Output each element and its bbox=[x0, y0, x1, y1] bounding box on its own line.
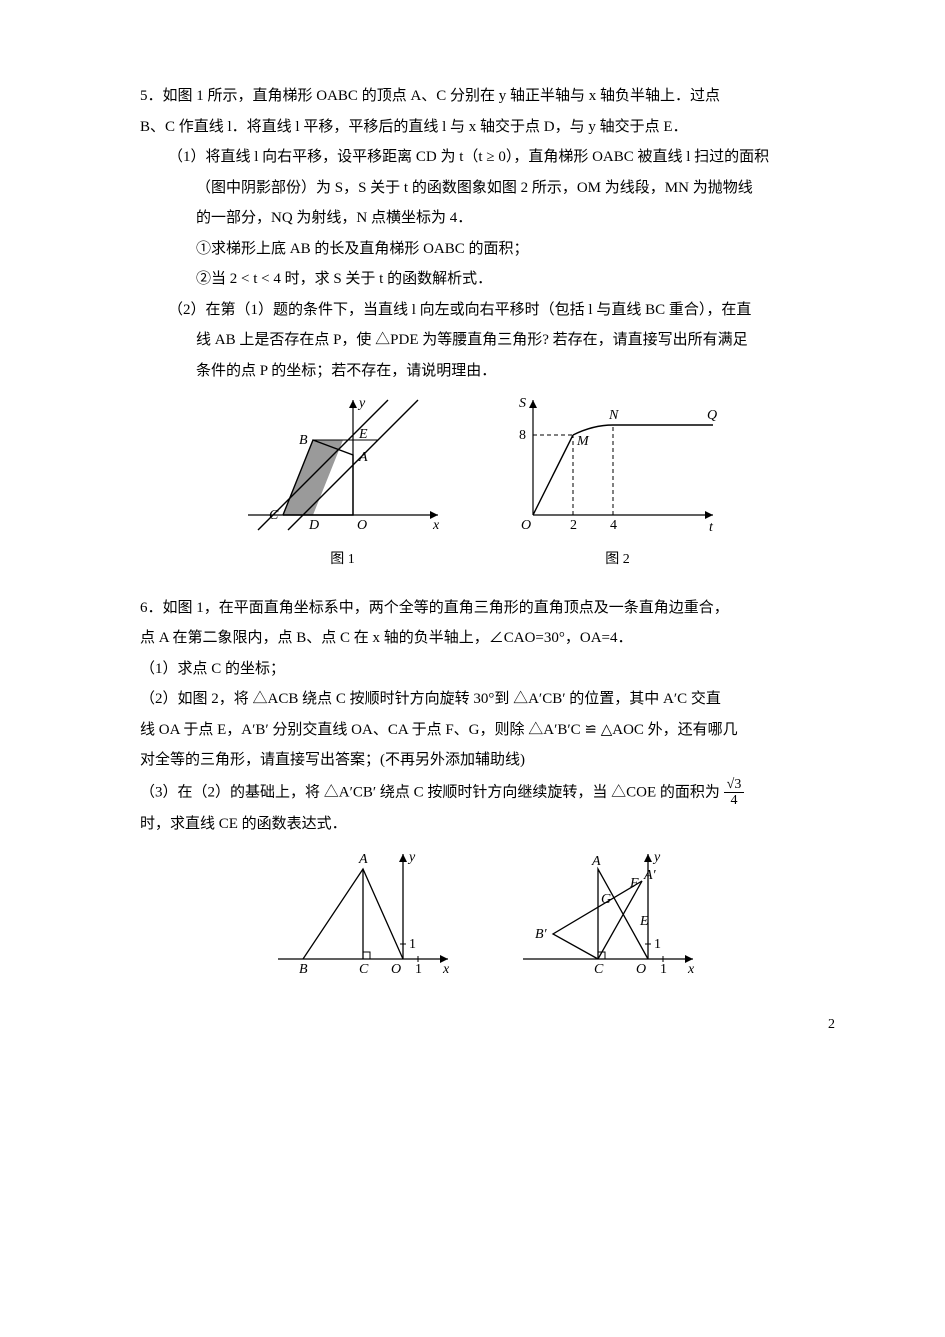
q5-fig1-caption: 图 1 bbox=[243, 547, 443, 574]
q5-figures-row: Ox y A B E C D 图 1 Ot S 2 4 8 M N Q 图 2 bbox=[140, 395, 835, 574]
svg-text:O: O bbox=[391, 962, 401, 977]
q5-p1-l5: ②当 2 < t < 4 时，求 S 关于 t 的函数解析式． bbox=[140, 265, 835, 294]
q6-p2-l2: 线 OA 于点 E，A′B′ 分别交直线 OA、CA 于点 F、G，则除 △A′… bbox=[140, 716, 835, 745]
svg-text:S: S bbox=[519, 396, 526, 411]
q6-p2-l1: （2）如图 2，将 △ACB 绕点 C 按顺时针方向旋转 30°到 △A′CB′… bbox=[140, 685, 835, 714]
q5-intro-line1: 5．如图 1 所示，直角梯形 OABC 的顶点 A、C 分别在 y 轴正半轴与 … bbox=[140, 82, 835, 111]
svg-text:B′: B′ bbox=[535, 927, 548, 942]
q5-p1-l3: 的一部分，NQ 为射线，N 点横坐标为 4． bbox=[140, 204, 835, 233]
svg-text:Q: Q bbox=[707, 408, 717, 423]
q6-fig2-svg: Ox y A A′ B′ C E F G 1 1 bbox=[518, 849, 703, 989]
q6-intro-line2: 点 A 在第二象限内，点 B、点 C 在 x 轴的负半轴上，∠CAO=30°，O… bbox=[140, 624, 835, 653]
q6-intro-l1-text: 如图 1，在平面直角坐标系中，两个全等的直角三角形的直角顶点及一条直角边重合， bbox=[163, 600, 729, 616]
svg-text:A: A bbox=[358, 450, 368, 465]
q6-p2-l3: 对全等的三角形，请直接写出答案；(不再另外添加辅助线) bbox=[140, 746, 835, 775]
svg-text:x: x bbox=[687, 962, 695, 977]
svg-text:x: x bbox=[442, 962, 450, 977]
q6-fig1-box: Ox y A B C 1 1 bbox=[273, 849, 458, 989]
svg-text:D: D bbox=[308, 518, 319, 533]
svg-text:O: O bbox=[521, 518, 531, 533]
q6-p3-l1: （3）在（2）的基础上，将 △A′CB′ 绕点 C 按顺时针方向继续旋转，当 △… bbox=[140, 777, 835, 809]
svg-text:B: B bbox=[299, 962, 308, 977]
svg-text:C: C bbox=[269, 508, 279, 523]
q6-number: 6． bbox=[140, 600, 163, 616]
svg-text:E: E bbox=[639, 914, 649, 929]
svg-text:O: O bbox=[357, 518, 367, 533]
q5-intro-l1-text: 如图 1 所示，直角梯形 OABC 的顶点 A、C 分别在 y 轴正半轴与 x … bbox=[163, 88, 721, 104]
svg-text:4: 4 bbox=[610, 518, 617, 533]
q5-intro-line2: B、C 作直线 l．将直线 l 平移，平移后的直线 l 与 x 轴交于点 D，与… bbox=[140, 113, 835, 142]
q5-p1-l2: （图中阴影部份）为 S，S 关于 t 的函数图象如图 2 所示，OM 为线段，M… bbox=[140, 174, 835, 203]
q6-figures-row: Ox y A B C 1 1 Ox y A A′ B′ C E F G 1 1 bbox=[140, 849, 835, 989]
svg-text:O: O bbox=[636, 962, 646, 977]
svg-text:F: F bbox=[629, 876, 639, 891]
svg-text:N: N bbox=[608, 408, 619, 423]
page-number: 2 bbox=[828, 1012, 835, 1039]
svg-text:1: 1 bbox=[415, 962, 422, 977]
q5-p2-l2: 线 AB 上是否存在点 P，使 △PDE 为等腰直角三角形? 若存在，请直接写出… bbox=[140, 326, 835, 355]
svg-text:1: 1 bbox=[409, 937, 416, 952]
q5-fig2-svg: Ot S 2 4 8 M N Q bbox=[503, 395, 733, 545]
q6-intro-line1: 6．如图 1，在平面直角坐标系中，两个全等的直角三角形的直角顶点及一条直角边重合… bbox=[140, 594, 835, 623]
svg-text:y: y bbox=[652, 850, 661, 865]
q5-fig1-box: Ox y A B E C D 图 1 bbox=[243, 395, 443, 574]
svg-text:A′: A′ bbox=[643, 868, 657, 883]
q5-fig2-caption: 图 2 bbox=[503, 547, 733, 574]
q5-p1-l1: （1）将直线 l 向右平移，设平移距离 CD 为 t（t ≥ 0），直角梯形 O… bbox=[140, 143, 835, 172]
svg-text:t: t bbox=[709, 520, 714, 535]
frac-num: √3 bbox=[724, 777, 745, 793]
q6-fig1-svg: Ox y A B C 1 1 bbox=[273, 849, 458, 989]
svg-text:2: 2 bbox=[570, 518, 577, 533]
q5-number: 5． bbox=[140, 88, 163, 104]
svg-text:C: C bbox=[359, 962, 369, 977]
svg-text:B: B bbox=[299, 433, 308, 448]
q5-p1-l4: ①求梯形上底 AB 的长及直角梯形 OABC 的面积； bbox=[140, 235, 835, 264]
svg-text:y: y bbox=[407, 850, 416, 865]
q6-p3-pre: （3）在（2）的基础上，将 △A′CB′ 绕点 C 按顺时针方向继续旋转，当 △… bbox=[140, 784, 724, 800]
svg-text:G: G bbox=[601, 892, 611, 907]
svg-text:A: A bbox=[591, 854, 601, 869]
svg-text:M: M bbox=[576, 434, 590, 449]
q5-p2-l3: 条件的点 P 的坐标；若不存在，请说明理由． bbox=[140, 357, 835, 386]
q5-fig1-svg: Ox y A B E C D bbox=[243, 395, 443, 545]
q6-p3-fraction: √34 bbox=[724, 777, 745, 809]
q6-p1: （1）求点 C 的坐标； bbox=[140, 655, 835, 684]
svg-text:E: E bbox=[358, 427, 368, 442]
svg-text:x: x bbox=[432, 518, 440, 533]
svg-text:1: 1 bbox=[660, 962, 667, 977]
q5-p2-l1: （2）在第（1）题的条件下，当直线 l 向左或向右平移时（包括 l 与直线 BC… bbox=[140, 296, 835, 325]
svg-text:y: y bbox=[357, 396, 366, 411]
q5-fig2-box: Ot S 2 4 8 M N Q 图 2 bbox=[503, 395, 733, 574]
svg-text:8: 8 bbox=[519, 428, 526, 443]
svg-text:1: 1 bbox=[654, 937, 661, 952]
svg-text:C: C bbox=[594, 962, 604, 977]
q6-fig2-box: Ox y A A′ B′ C E F G 1 1 bbox=[518, 849, 703, 989]
q6-p3-l2: 时，求直线 CE 的函数表达式． bbox=[140, 810, 835, 839]
frac-den: 4 bbox=[724, 793, 745, 808]
svg-text:A: A bbox=[358, 852, 368, 867]
